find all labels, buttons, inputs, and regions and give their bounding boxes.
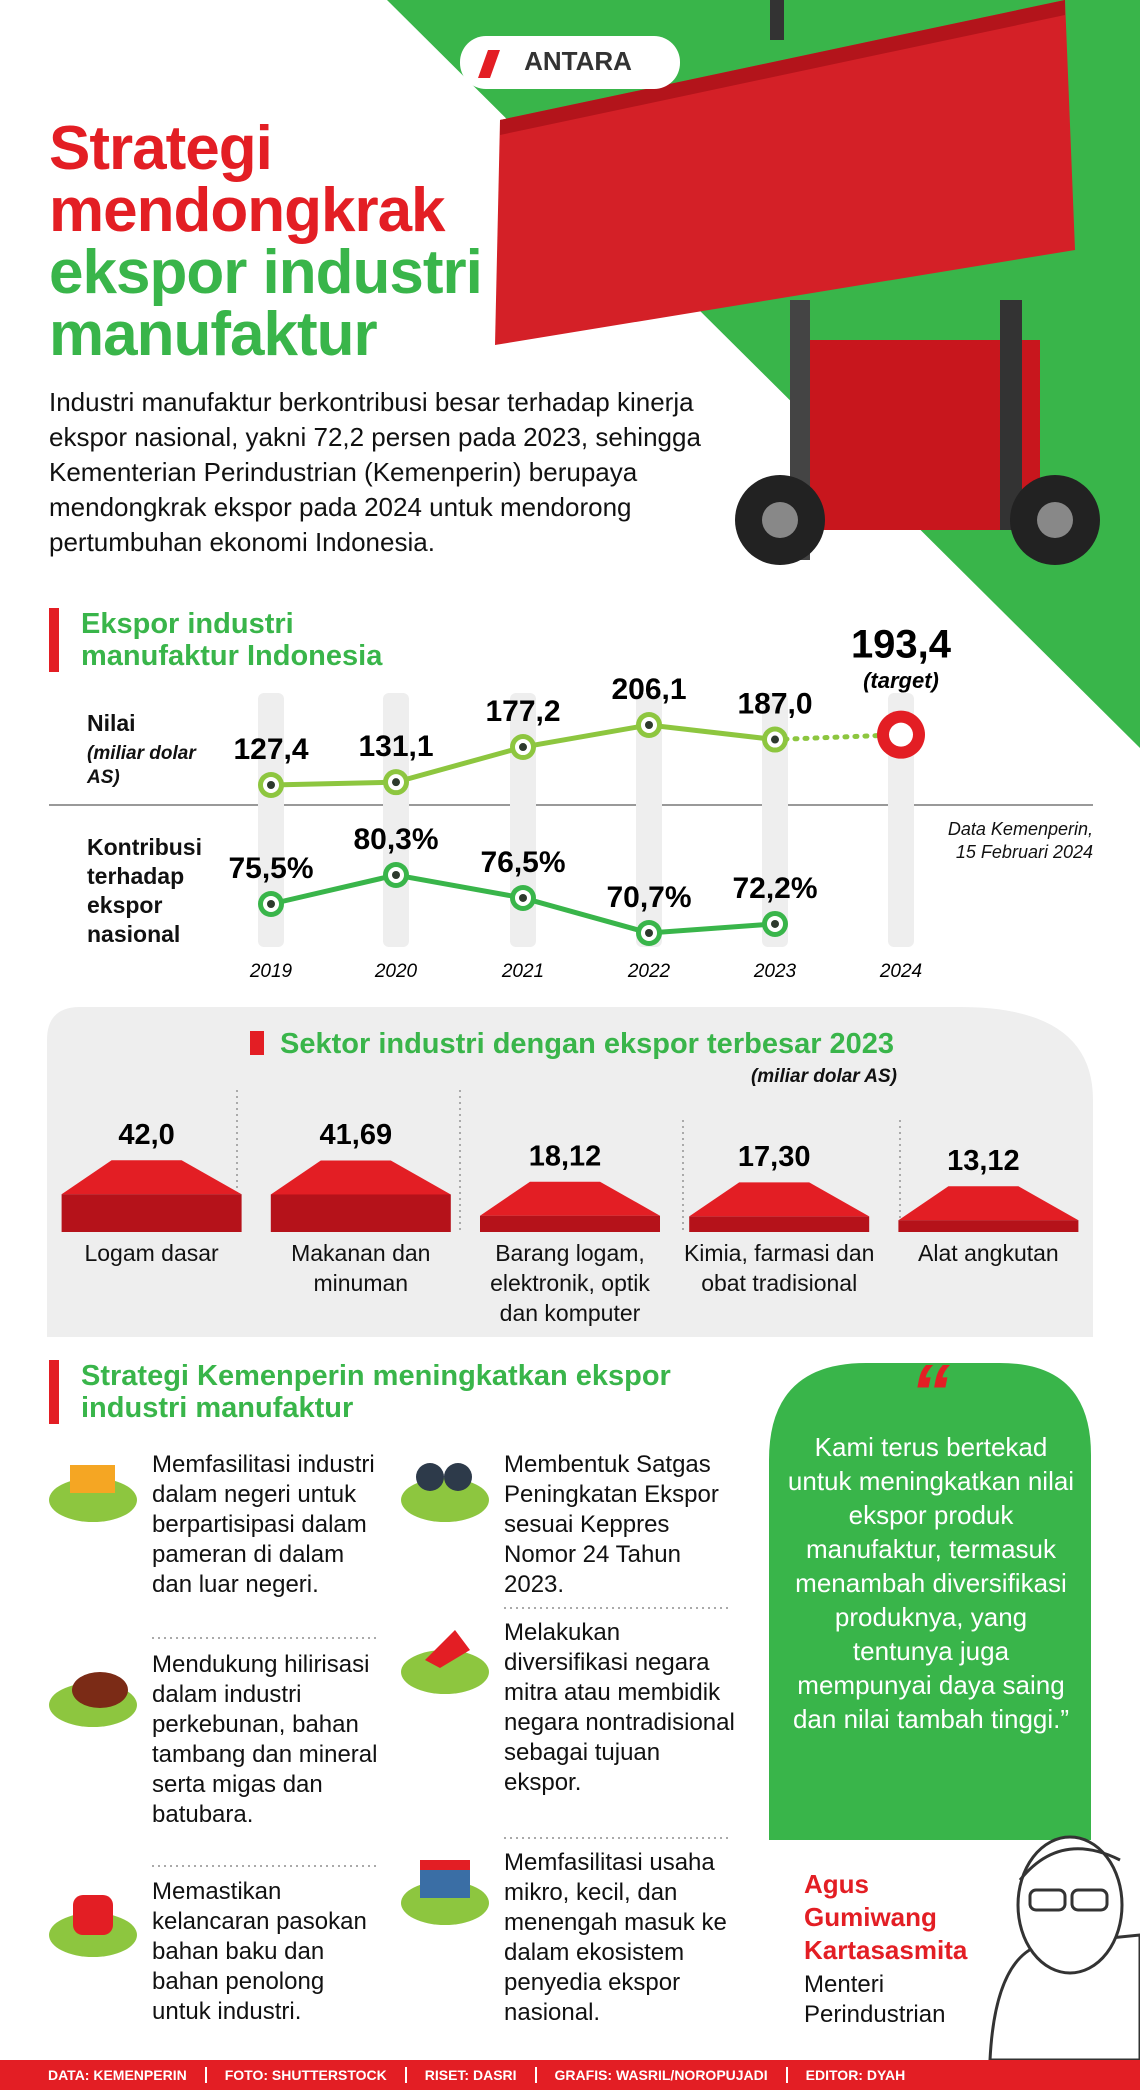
value-label: 177,2	[485, 695, 560, 728]
credit: EDITOR: DYAH	[785, 2067, 924, 2083]
value-label: 42,0	[118, 1119, 174, 1151]
value-label: 193,4	[851, 623, 952, 667]
marker-core	[645, 929, 653, 937]
intro: Industri manufaktur berkontribusi besar …	[49, 387, 701, 557]
legend-unit: (miliar dolar AS)	[87, 743, 196, 788]
marker-core	[392, 871, 400, 879]
value-label: 72,2%	[732, 872, 817, 905]
x-tick-label: 2021	[501, 961, 544, 982]
strategy-title: Strategi Kemenperin meningkatkan ekspor …	[49, 1360, 681, 1424]
marker-core	[519, 893, 527, 902]
title-green: ekspor industri manufaktur	[49, 238, 483, 369]
value-label: 127,4	[233, 733, 308, 766]
strategy-item: Membentuk Satgas Peningkatan Ekspor sesu…	[504, 1451, 719, 1598]
x-tick-label: 2023	[753, 961, 797, 982]
bar-top	[61, 1160, 242, 1195]
strategy-item: Memfasilitasi industri dalam negeri untu…	[152, 1451, 375, 1598]
bar-chart-title: Sektor industri dengan ekspor terbesar 2…	[250, 1028, 1050, 1061]
quote-panel	[769, 1363, 1091, 1840]
marker-core	[771, 919, 779, 928]
credit: FOTO: SHUTTERSTOCK	[204, 2067, 405, 2083]
category-label: Alat angkutan	[918, 1240, 1059, 1266]
value-label: 80,3%	[353, 823, 438, 856]
x-tick-label: 2020	[374, 961, 418, 982]
bar	[898, 1220, 1079, 1232]
annotation: (target)	[863, 668, 939, 693]
container-photo	[495, 0, 1100, 565]
value-label: 76,5%	[480, 846, 565, 879]
quote-name: Agus Gumiwang Kartasasmita	[804, 1869, 968, 1965]
bar-panel	[47, 1007, 1093, 1337]
column-band	[636, 693, 662, 947]
marker-core	[645, 721, 653, 729]
marker-core	[519, 743, 527, 752]
legend-kontribusi: Kontribusi terhadap ekspor nasional	[87, 834, 202, 947]
line-chart-title: Ekspor industri manufaktur Indonesia	[49, 608, 411, 672]
strategy-icons	[49, 1463, 489, 1957]
value-label: 70,7%	[606, 881, 691, 914]
category-label: Barang logam, elektronik, optik dan komp…	[490, 1240, 650, 1326]
target-line	[772, 732, 904, 743]
category-label: Kimia, farmasi dan obat tradisional	[683, 1240, 875, 1296]
value-label: 131,1	[358, 730, 433, 763]
marker-core	[392, 778, 400, 787]
value-label: 187,0	[737, 687, 812, 720]
bar-title-text: Sektor industri dengan ekspor terbesar 2…	[280, 1028, 895, 1060]
quote-text: Kami terus bertekad untuk meningkatkan n…	[787, 1432, 1075, 1734]
strategy-item: Memfasilitasi usaha mikro, kecil, dan me…	[504, 1849, 727, 2026]
bar-top	[898, 1186, 1079, 1221]
logo: ANTARA	[524, 46, 632, 76]
value-label: 75,5%	[228, 852, 313, 885]
bar	[270, 1194, 451, 1232]
value-label: 41,69	[320, 1119, 393, 1151]
quote-mark: “	[910, 1348, 950, 1437]
title-red: Strategi mendongkrak	[49, 114, 446, 245]
bar	[61, 1194, 242, 1232]
portrait	[988, 1835, 1140, 2062]
x-tick-label: 2024	[879, 961, 922, 982]
bar	[480, 1215, 660, 1232]
strategy-item: Memastikan kelancaran pasokan bahan baku…	[152, 1878, 367, 2025]
strategy-item: Melakukan diversifikasi negara mitra ata…	[504, 1619, 735, 1796]
marker-ring	[889, 722, 913, 747]
bar-top	[480, 1181, 660, 1216]
x-tick-label: 2022	[627, 961, 671, 982]
value-label: 17,30	[738, 1141, 811, 1173]
value-label: 206,1	[611, 673, 686, 706]
logo-mark	[478, 50, 500, 78]
marker-core	[267, 781, 275, 789]
title: Strategi mendongkrak ekspor industri manu…	[49, 118, 519, 366]
strategy-item: Mendukung hilirisasi dalam industri perk…	[152, 1651, 378, 1828]
credit: RISET: DASRI	[404, 2067, 535, 2083]
legend-nilai: Nilai	[87, 710, 136, 736]
footer: DATA: KEMENPERIN FOTO: SHUTTERSTOCK RISET:…	[0, 2060, 1140, 2090]
marker-core	[771, 735, 779, 744]
bar-top	[689, 1182, 870, 1217]
bar	[689, 1216, 870, 1232]
category-label: Makanan dan minuman	[291, 1240, 431, 1296]
bar-subtitle: (miliar dolar AS)	[750, 1066, 897, 1087]
value-label: 13,12	[947, 1145, 1020, 1177]
column-band	[762, 693, 788, 947]
logo-pill	[460, 36, 680, 89]
separators	[152, 1090, 901, 1867]
category-label: Logam dasar	[84, 1240, 219, 1266]
source-note: Data Kemenperin, 15 Februari 2024	[947, 819, 1093, 862]
x-tick-label: 2019	[249, 961, 293, 982]
value-label: 18,12	[529, 1140, 602, 1172]
credit: DATA: KEMENPERIN	[48, 2067, 187, 2083]
credit: GRAFIS: WASRIL/NOROPUJADI	[534, 2067, 786, 2083]
quote-role: Menteri Perindustrian	[804, 1971, 946, 2028]
marker-core	[267, 900, 275, 908]
column-band	[258, 693, 284, 947]
bar-top	[270, 1160, 451, 1195]
